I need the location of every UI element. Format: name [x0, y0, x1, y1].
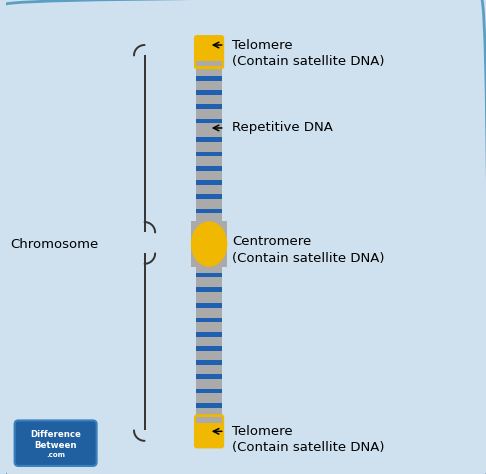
Text: Between: Between — [35, 441, 77, 449]
Bar — [196, 273, 222, 277]
Text: Chromosome: Chromosome — [10, 237, 99, 251]
Bar — [196, 137, 222, 142]
Bar — [196, 318, 222, 322]
Bar — [196, 417, 222, 423]
Bar — [196, 166, 222, 171]
Bar — [196, 389, 222, 393]
Text: Telomere: Telomere — [232, 425, 293, 438]
FancyBboxPatch shape — [194, 35, 224, 69]
Bar — [196, 360, 222, 365]
Bar — [196, 118, 222, 123]
Bar — [196, 346, 222, 351]
Text: Telomere: Telomere — [232, 38, 293, 52]
Bar — [196, 403, 222, 408]
Bar — [196, 332, 222, 337]
FancyBboxPatch shape — [15, 420, 97, 466]
Bar — [196, 90, 222, 95]
FancyBboxPatch shape — [194, 414, 224, 448]
Text: Centromere: Centromere — [232, 235, 311, 248]
Text: (Contain satellite DNA): (Contain satellite DNA) — [232, 55, 384, 68]
Text: (Contain satellite DNA): (Contain satellite DNA) — [232, 441, 384, 455]
Bar — [196, 194, 222, 199]
Bar — [196, 40, 222, 443]
Text: Repetitive DNA: Repetitive DNA — [232, 121, 333, 135]
Ellipse shape — [191, 221, 227, 267]
Bar — [191, 221, 227, 267]
Text: (Contain satellite DNA): (Contain satellite DNA) — [232, 252, 384, 265]
Bar — [196, 209, 222, 213]
Bar — [196, 104, 222, 109]
Text: .com: .com — [46, 452, 65, 458]
Bar — [196, 287, 222, 292]
Bar — [196, 303, 222, 308]
Bar — [196, 76, 222, 81]
Bar — [196, 61, 222, 66]
Bar — [196, 374, 222, 379]
Bar — [196, 152, 222, 156]
Bar — [196, 180, 222, 185]
Text: Difference: Difference — [30, 430, 81, 439]
